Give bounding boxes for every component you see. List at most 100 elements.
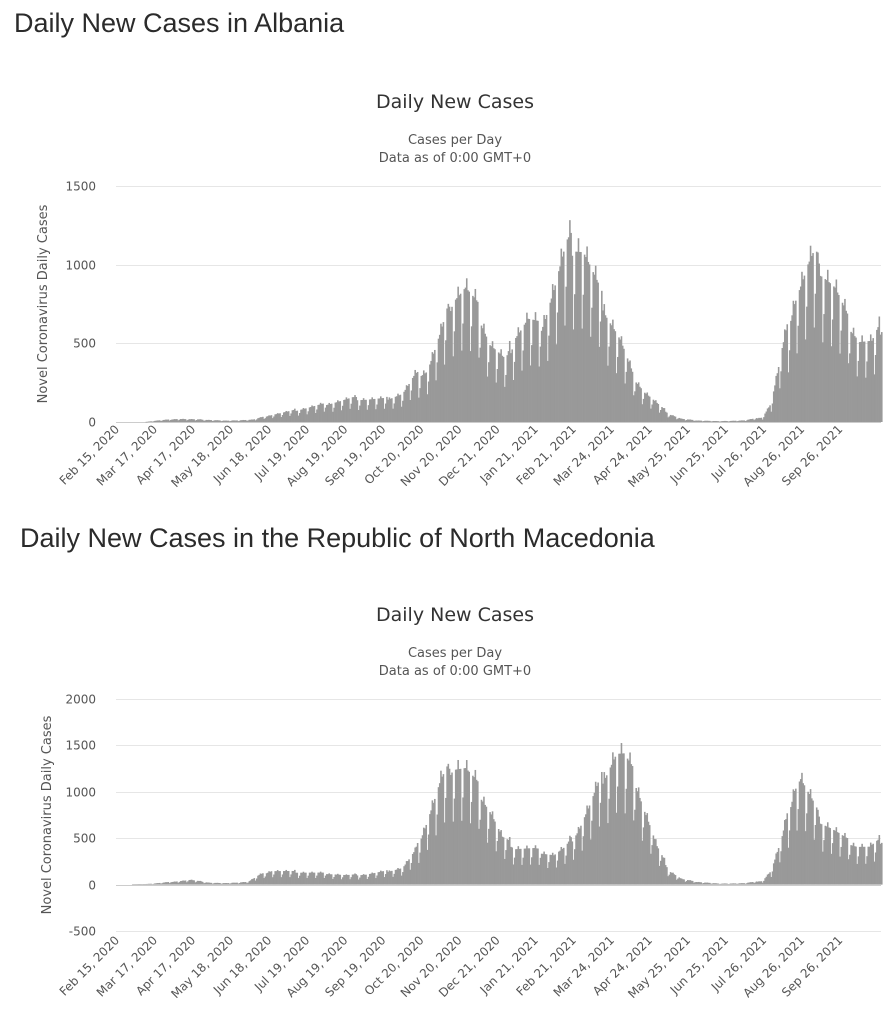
bar [829,828,832,885]
bar [499,831,501,885]
bar [260,417,263,422]
bar [469,351,472,422]
bar [183,419,186,422]
bar [613,759,615,885]
bar [591,307,593,422]
bar [271,877,274,885]
bar [655,839,657,885]
bar [647,821,650,885]
bar [305,872,307,885]
bar [287,871,290,885]
bar [825,280,828,422]
bar [747,419,749,422]
bar [523,848,526,885]
bar [733,883,736,885]
bar [227,420,230,422]
bar [430,360,432,422]
bar [642,827,645,885]
bar [539,857,542,885]
bar [302,871,305,885]
bar [213,420,215,422]
bar [571,841,574,885]
bar [682,418,684,422]
bar [384,874,387,885]
bar [673,416,676,422]
bar [144,884,146,885]
bar [425,372,428,422]
bar [523,324,526,422]
bar [591,820,593,885]
bar [712,420,715,422]
bar [547,868,549,885]
bar [731,420,733,422]
bar [511,349,513,422]
bar [603,304,606,422]
bar [642,398,645,422]
bar [756,881,759,885]
bar [857,856,860,885]
bar [858,342,861,422]
bar [447,763,450,885]
bar [419,852,421,885]
bar [631,371,634,422]
bar [614,331,617,422]
bar [621,345,624,422]
bar [205,882,208,885]
bar [285,869,288,885]
bar [255,878,258,885]
bar [726,883,728,885]
bar [368,873,371,885]
bar [696,882,699,885]
bar [539,346,542,422]
bars [131,743,883,886]
bar [441,776,443,885]
bar [332,411,334,422]
bar [818,263,820,422]
bar [204,420,206,422]
bar [375,409,377,422]
bar [749,419,752,422]
bar [459,293,462,422]
bar [295,410,297,422]
bar [494,349,496,422]
bar [492,819,495,885]
bar [853,846,856,885]
bar [814,293,817,422]
bar [359,405,361,422]
bar [582,836,585,885]
bar [586,805,588,885]
bar [529,864,532,885]
bar [367,405,370,422]
bar [269,415,272,422]
bar [605,317,608,422]
bar [219,883,221,885]
bar [147,883,150,885]
bar [823,840,825,885]
bar [723,883,726,885]
chart-subtitle-line-1: Cases per Day [408,646,502,661]
bar [840,846,843,885]
bar [766,874,769,885]
bar [715,420,717,422]
bar [269,871,272,885]
bar [860,341,862,422]
bar [688,880,690,885]
bar [241,882,243,885]
bar [464,768,467,885]
bar [619,339,622,422]
bar [533,848,536,885]
bar [578,828,581,885]
bar [556,312,559,422]
bar [739,883,742,885]
bar [850,845,852,885]
bar [146,883,149,885]
bar [594,265,597,422]
bar [852,327,855,422]
bar [701,883,704,885]
bar [156,420,159,422]
bar [158,882,161,885]
bar [149,421,151,422]
y-axis-ticks: 0 500 1000 1500 [65,180,96,430]
bar [512,380,515,422]
bar [806,813,808,885]
